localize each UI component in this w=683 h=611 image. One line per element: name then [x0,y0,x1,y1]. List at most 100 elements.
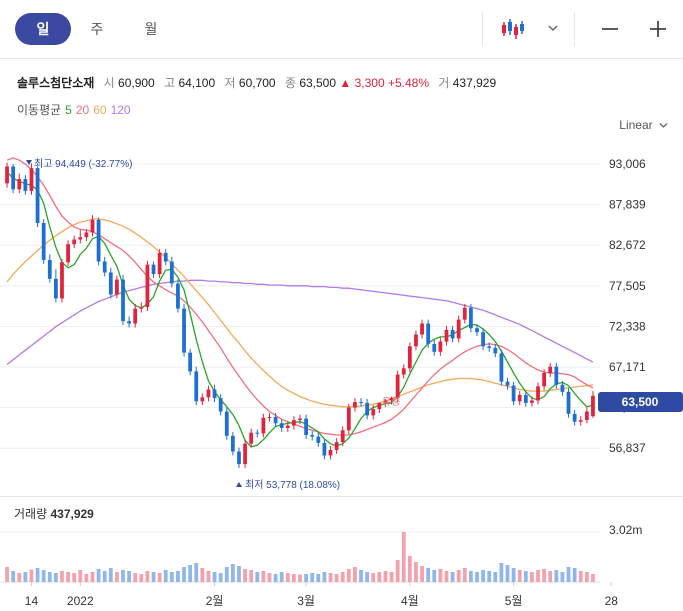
tab-day[interactable]: 일 [15,13,71,45]
candle-body [353,402,357,408]
candle-body [499,353,504,382]
date-tick-label: 3월 [297,594,315,608]
volume-value: 437,929 [452,76,497,90]
volume-bar [84,574,89,582]
volume-bar [115,572,119,582]
volume-bar [47,572,52,582]
volume-bar [96,569,101,582]
volume-bar [53,573,58,582]
candle-body [566,391,571,414]
volume-bar [194,563,199,582]
chart-type-button[interactable] [495,12,567,46]
volume-bar [304,574,308,582]
candle-body [200,397,205,402]
candle-body [273,416,278,424]
price-tick-label: 56,837 [609,441,646,455]
zoom-out-button[interactable] [592,12,628,46]
high-value: 64,100 [178,76,216,90]
price-chart[interactable]: 93,00687,83982,67277,50572,33867,17162,0… [0,150,683,490]
volume-bar [389,572,394,582]
candle-body [450,329,455,339]
candle-body [523,394,528,403]
ma60-line [6,218,593,408]
volume-bar [499,563,504,582]
volume-bar [17,573,22,582]
volume-bar [279,572,284,582]
volume-bar [407,556,412,582]
volume-bar [395,560,400,582]
volume-bar [133,573,138,582]
volume-bar [157,573,162,582]
volume-axis-label: 3.02m [609,523,642,537]
candle-body [11,166,16,190]
volume-bar [444,571,449,582]
candle-body [517,394,522,402]
volume-label: 거 [438,76,450,90]
volume-bar [377,572,382,582]
scale-selector[interactable]: Linear [619,118,668,132]
date-tick-label: 5월 [505,594,523,608]
candle-body [47,259,52,279]
candle-body [145,264,150,308]
ma20-path [6,157,594,436]
toolbar-divider [482,12,483,46]
volume-bar [224,567,229,582]
candle-body [530,400,534,403]
volume-bar [584,572,589,582]
candle-body [316,436,321,443]
volume-bar [359,570,363,582]
volume-bar [572,568,577,582]
tab-month[interactable]: 월 [144,21,158,37]
candle-body [230,435,235,452]
volume-bar [145,571,150,582]
zoom-in-button[interactable] [640,12,676,46]
moving-average-legend[interactable]: 이동평균 5 20 60 120 [17,101,135,118]
volume-bar [468,571,473,582]
date-tick-label: 2월 [206,594,224,608]
high-label: 고 [164,76,176,90]
volume-bar [237,566,241,582]
candle-body [29,168,34,191]
candle-body [414,334,418,347]
low-value: 60,700 [238,76,276,90]
candle-body [426,323,431,344]
volume-panel-title: 거래량 437,929 [14,505,94,522]
price-tick-label: 82,672 [609,238,646,252]
volume-bar [206,571,211,582]
open-label: 시 [103,76,115,90]
candle-body [121,279,125,322]
volume-bar [255,572,260,582]
candle-body [420,323,424,335]
candle-body [218,398,223,412]
tab-week[interactable]: 주 [90,21,104,37]
volume-bar [481,570,485,582]
volume-chart[interactable]: 3.02m 14 2022 2월 3월 4월 5월 28 [0,496,683,611]
annotations: 최고 94,449 (-32.77%) 최저 53,778 (18.08%) 유… [26,158,400,490]
candle-body [157,252,162,275]
volume-bar [322,572,327,582]
candle-body [554,366,559,385]
close-value: 63,500 [299,76,337,90]
date-tick-label: 2022 [67,594,94,608]
candle-body [322,442,327,456]
ma120-label: 120 [110,103,131,117]
candle-body [115,279,119,295]
volume-bar [560,572,565,582]
candle-body [169,261,174,284]
ma20-label: 20 [75,103,90,117]
volume-bar [432,570,437,582]
date-axis: 14 2022 2월 3월 4월 5월 28 [25,582,618,608]
candle-body [334,442,339,450]
volume-bar [328,573,333,582]
candle-body [346,407,351,431]
candle-body [591,395,595,417]
price-tick-label: 87,839 [609,198,646,212]
panel-divider [0,496,683,497]
candle-body [194,371,199,402]
candle-body [206,389,211,398]
volume-bar [438,569,443,582]
volume-bar [383,571,388,582]
volume-bar [450,572,455,582]
candle-body [176,283,180,309]
low-label: 저 [224,76,236,90]
